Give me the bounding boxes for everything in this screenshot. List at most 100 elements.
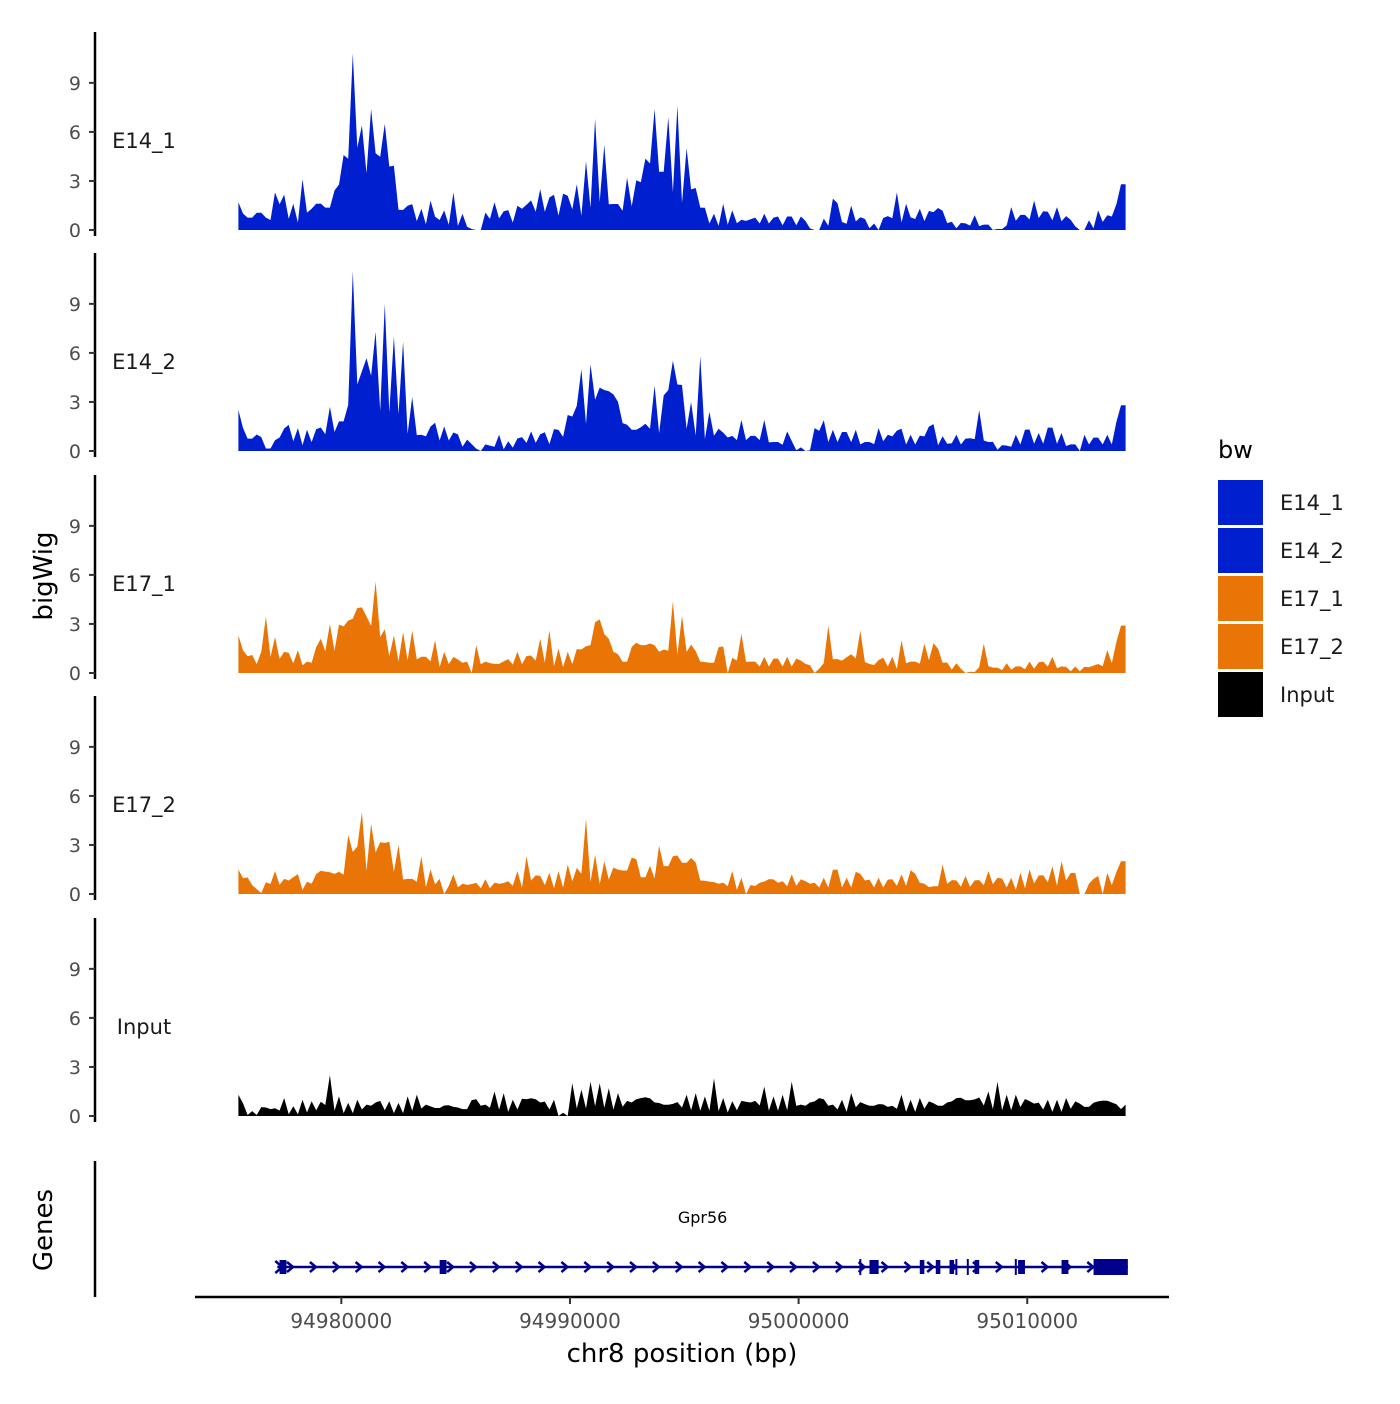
exon-block	[1018, 1260, 1025, 1274]
x-tick-label: 95000000	[748, 1309, 850, 1333]
strand-arrow	[812, 1261, 821, 1273]
genes-panel: Gpr56	[93, 1161, 1128, 1297]
y-tick-label: 3	[69, 171, 81, 193]
track-panel-input: 0 3 6 9 Input	[69, 918, 1126, 1128]
strand-arrow	[629, 1261, 638, 1273]
y-tick-label: 3	[69, 614, 81, 636]
strand-arrow	[697, 1261, 707, 1273]
y-tick-label: 6	[69, 565, 81, 587]
strand-arrow	[491, 1261, 501, 1273]
signal-area	[238, 1075, 1126, 1116]
gene-name-label: Gpr56	[678, 1208, 728, 1227]
strand-arrow	[423, 1261, 433, 1273]
track-panel-e14-1: 0 3 6 9 E14_1	[69, 32, 1126, 242]
strand-arrow	[743, 1261, 753, 1273]
strand-arrow	[331, 1261, 341, 1273]
exon-block	[935, 1260, 941, 1274]
signal-area	[238, 812, 1126, 894]
y-tick-label: 0	[69, 220, 81, 242]
y-axis-title: bigWig	[29, 531, 59, 620]
strand-arrow	[560, 1261, 570, 1273]
track-panel-e17-2: 0 3 6 9 E17_2	[69, 696, 1126, 906]
track-label: E17_1	[112, 572, 176, 597]
strand-arrow	[514, 1261, 524, 1273]
y-tick-label: 9	[69, 959, 81, 981]
legend: E14_1 E14_2 E17_1 E17_2 Input	[1218, 480, 1344, 717]
exon-block	[949, 1260, 955, 1274]
y-tick-label: 0	[69, 663, 81, 685]
x-axis-title: chr8 position (bp)	[567, 1339, 798, 1369]
track-label: E14_1	[112, 129, 176, 154]
strand-arrow	[1040, 1261, 1050, 1273]
legend-title: bw	[1218, 436, 1253, 464]
genes-axis-title: Genes	[29, 1189, 59, 1271]
legend-swatch	[1218, 480, 1263, 525]
signal-area	[238, 271, 1126, 451]
track-panel-e17-1: 0 3 6 9 E17_1	[69, 475, 1126, 685]
legend-label: Input	[1280, 683, 1334, 707]
y-tick-label: 9	[69, 294, 81, 316]
strand-arrow	[834, 1261, 844, 1273]
y-tick-label: 3	[69, 835, 81, 857]
exon-block	[974, 1260, 980, 1274]
exon-block	[439, 1260, 447, 1274]
strand-arrow	[583, 1261, 593, 1273]
y-tick-label: 6	[69, 786, 81, 808]
strand-arrow	[309, 1261, 318, 1273]
legend-label: E14_1	[1280, 491, 1344, 516]
track-panel-e14-2: 0 3 6 9 E14_2	[69, 253, 1126, 463]
strand-arrow	[926, 1261, 936, 1273]
strand-arrow	[766, 1261, 776, 1273]
strand-arrow	[446, 1261, 456, 1273]
y-tick-label: 0	[69, 441, 81, 463]
strand-arrow	[880, 1261, 890, 1273]
track-label: Input	[117, 1015, 171, 1039]
y-tick-label: 3	[69, 392, 81, 414]
strand-arrow	[1086, 1261, 1096, 1273]
exon-block	[1061, 1260, 1069, 1274]
legend-swatch	[1218, 576, 1263, 621]
strand-arrow	[903, 1261, 913, 1273]
signal-area	[238, 581, 1126, 673]
strand-arrow	[377, 1261, 387, 1273]
legend-swatch	[1218, 528, 1263, 573]
x-axis: 94980000 94990000 95000000 95010000	[195, 1295, 1169, 1333]
strand-arrow	[469, 1261, 478, 1273]
strand-arrow	[651, 1261, 661, 1273]
y-tick-label: 9	[69, 516, 81, 538]
strand-arrow	[994, 1261, 1004, 1273]
y-tick-label: 9	[69, 737, 81, 759]
strand-arrow	[606, 1261, 616, 1273]
legend-label: E17_2	[1280, 635, 1344, 660]
y-tick-label: 6	[69, 122, 81, 144]
y-tick-label: 3	[69, 1057, 81, 1079]
y-tick-label: 9	[69, 73, 81, 95]
legend-swatch	[1218, 672, 1263, 717]
x-tick-label: 95010000	[976, 1309, 1078, 1333]
strand-arrow	[674, 1261, 684, 1273]
signal-area	[238, 53, 1126, 231]
legend-label: E14_2	[1280, 539, 1344, 564]
x-tick-label: 94990000	[519, 1309, 621, 1333]
track-label: E14_2	[112, 350, 176, 375]
x-tick-label: 94980000	[290, 1309, 392, 1333]
track-label: E17_2	[112, 793, 176, 818]
track-panels: 0 3 6 9 E14_1 0 3 6 9 E14_2 0 3 6 9 E17_1 0 3 6 9 E17_2 0 3 6 9…	[69, 32, 1126, 1128]
strand-arrow	[354, 1261, 364, 1273]
strand-arrow	[537, 1261, 547, 1273]
strand-arrow	[286, 1261, 295, 1273]
exon-block	[869, 1260, 879, 1274]
y-tick-label: 6	[69, 1008, 81, 1030]
y-tick-label: 6	[69, 343, 81, 365]
strand-arrow	[789, 1261, 798, 1273]
legend-swatch	[1218, 624, 1263, 669]
exon-block	[1093, 1259, 1128, 1275]
exon-block	[919, 1260, 925, 1274]
strand-arrow	[720, 1261, 730, 1273]
strand-arrow	[400, 1261, 410, 1273]
legend-label: E17_1	[1280, 587, 1344, 612]
y-tick-label: 0	[69, 1106, 81, 1128]
y-tick-label: 0	[69, 884, 81, 906]
